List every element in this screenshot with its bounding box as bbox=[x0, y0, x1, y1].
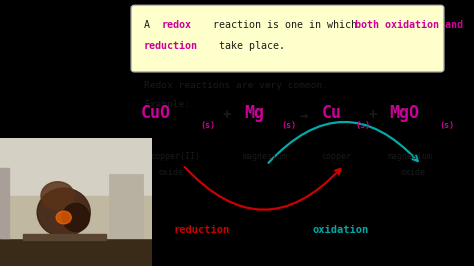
Text: Cu: Cu bbox=[321, 104, 341, 122]
Text: +: + bbox=[369, 108, 377, 122]
Text: copper(II): copper(II) bbox=[151, 152, 201, 161]
Text: A: A bbox=[144, 20, 156, 30]
Ellipse shape bbox=[56, 211, 71, 224]
Text: Mg: Mg bbox=[244, 104, 264, 122]
Ellipse shape bbox=[37, 188, 90, 237]
Bar bbox=[23, 234, 106, 240]
Text: (s): (s) bbox=[439, 121, 454, 130]
Bar bbox=[0, 238, 152, 266]
Text: take place.: take place. bbox=[213, 41, 285, 51]
Text: redox: redox bbox=[162, 20, 192, 30]
Text: +: + bbox=[222, 108, 230, 122]
Text: reduction: reduction bbox=[144, 41, 198, 51]
Text: oxidation: oxidation bbox=[312, 225, 369, 235]
FancyBboxPatch shape bbox=[131, 5, 444, 72]
Text: CuO: CuO bbox=[141, 104, 171, 122]
Ellipse shape bbox=[41, 182, 74, 210]
Text: magnesium: magnesium bbox=[387, 152, 432, 161]
Bar bbox=[109, 174, 143, 238]
Text: magnesium: magnesium bbox=[242, 152, 287, 161]
Bar bbox=[0, 196, 152, 238]
FancyArrowPatch shape bbox=[185, 167, 340, 210]
Text: (s): (s) bbox=[201, 121, 216, 130]
Text: MgO: MgO bbox=[389, 104, 419, 122]
Bar bbox=[0, 138, 152, 196]
Text: (s): (s) bbox=[281, 121, 296, 130]
Ellipse shape bbox=[62, 203, 90, 231]
Bar bbox=[0, 168, 9, 238]
Text: →: → bbox=[300, 108, 308, 122]
Text: oxide: oxide bbox=[401, 168, 425, 177]
Text: (s): (s) bbox=[355, 121, 370, 130]
FancyArrowPatch shape bbox=[268, 122, 418, 163]
Text: both oxidation and: both oxidation and bbox=[355, 20, 463, 30]
Text: copper: copper bbox=[321, 152, 351, 161]
Text: Example:: Example: bbox=[144, 100, 190, 109]
Text: Redox reactions are very common.: Redox reactions are very common. bbox=[144, 81, 328, 90]
Text: reaction is one in which: reaction is one in which bbox=[207, 20, 363, 30]
Text: oxide: oxide bbox=[159, 168, 183, 177]
Text: reduction: reduction bbox=[174, 225, 230, 235]
